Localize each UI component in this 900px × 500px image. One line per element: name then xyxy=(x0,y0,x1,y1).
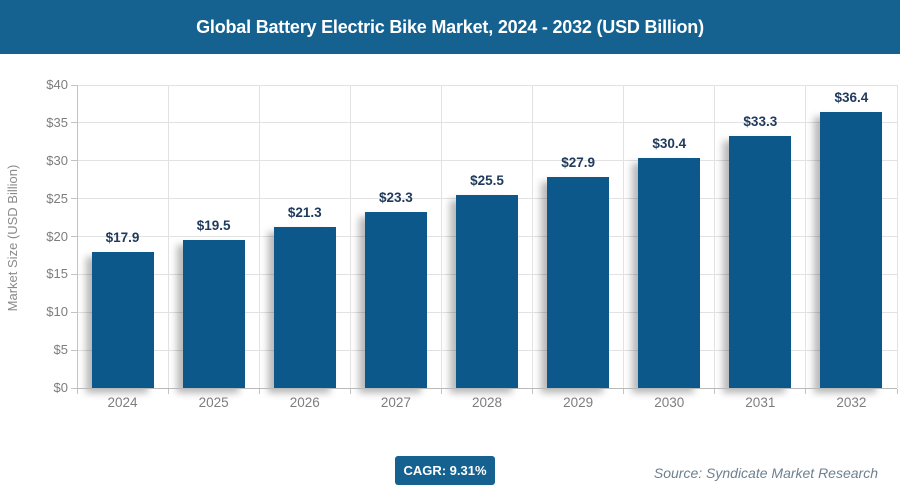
gridline-vertical xyxy=(532,85,534,388)
x-axis-label: 2028 xyxy=(471,395,503,410)
gridline-vertical xyxy=(714,85,716,388)
x-axis-label: 2032 xyxy=(836,395,867,410)
y-axis-tick xyxy=(71,349,77,351)
y-axis-tick xyxy=(71,160,77,162)
gridline-vertical xyxy=(805,85,807,388)
chart-title: Global Battery Electric Bike Market, 202… xyxy=(196,16,704,37)
x-axis-line xyxy=(77,388,897,389)
y-axis-line xyxy=(77,85,78,389)
y-axis-tick xyxy=(71,122,77,124)
gridline-vertical xyxy=(623,85,625,388)
x-axis-label: 2027 xyxy=(380,395,411,410)
gridline-vertical xyxy=(440,85,442,388)
bar-2026 xyxy=(273,226,336,388)
y-axis-tick xyxy=(71,273,77,275)
bar-2032 xyxy=(820,112,883,388)
bar-2024 xyxy=(91,252,154,388)
y-axis-tick-label: $20 xyxy=(46,228,68,244)
gridline-vertical xyxy=(167,85,169,388)
y-axis-tick-label: $5 xyxy=(53,342,68,358)
x-axis-label: 2025 xyxy=(198,395,229,410)
x-axis-tick xyxy=(167,389,169,394)
chart-title-bar: Global Battery Electric Bike Market, 202… xyxy=(0,0,900,54)
x-axis-tick xyxy=(805,389,807,394)
y-axis-tick xyxy=(71,198,77,200)
x-axis-tick xyxy=(896,389,898,394)
x-axis-label: 2031 xyxy=(745,395,776,410)
gridline-vertical xyxy=(896,85,898,388)
y-axis-tick xyxy=(71,311,77,313)
bar-value-label: $36.4 xyxy=(834,90,869,106)
y-axis-tick xyxy=(71,84,77,86)
y-axis-tick-label: $15 xyxy=(46,266,68,282)
bar-value-label: $27.9 xyxy=(561,154,595,170)
x-axis-label: 2026 xyxy=(289,395,320,410)
bar-2029 xyxy=(547,176,610,388)
x-axis-tick xyxy=(440,389,442,394)
gridline-vertical xyxy=(349,85,351,388)
bar-2025 xyxy=(182,240,245,388)
x-axis-label: 2030 xyxy=(654,395,685,410)
y-axis-tick-label: $10 xyxy=(46,304,68,320)
y-axis-tick-label: $40 xyxy=(46,77,68,92)
x-axis-tick xyxy=(623,389,625,394)
bar-value-label: $19.5 xyxy=(196,218,231,234)
gridline-horizontal xyxy=(77,84,897,86)
x-axis-tick xyxy=(258,389,260,394)
bar-2030 xyxy=(638,157,701,388)
gridline-horizontal xyxy=(77,160,897,162)
x-axis-tick xyxy=(532,389,534,394)
y-axis-tick-label: $35 xyxy=(46,114,68,130)
y-axis-tick-label: $30 xyxy=(46,152,68,168)
gridline-vertical xyxy=(258,85,260,388)
bar-value-label: $21.3 xyxy=(287,204,322,220)
cagr-badge: CAGR: 9.31% xyxy=(395,456,495,485)
x-axis-label: 2029 xyxy=(563,395,594,410)
bar-value-label: $23.3 xyxy=(378,189,413,205)
x-axis-label: 2024 xyxy=(107,395,138,410)
y-axis-tick xyxy=(71,236,77,237)
x-axis-tick xyxy=(349,389,351,394)
y-axis-tick-label: $25 xyxy=(46,190,68,206)
bar-2027 xyxy=(364,211,427,388)
bar-value-label: $17.9 xyxy=(105,230,140,246)
source-text: Source: Syndicate Market Research xyxy=(653,465,878,481)
bar-2031 xyxy=(729,135,792,388)
bar-value-label: $30.4 xyxy=(652,135,687,151)
y-axis-tick-label: $0 xyxy=(53,380,68,395)
x-axis-tick xyxy=(714,389,716,394)
bar-2028 xyxy=(456,194,518,388)
x-axis-tick xyxy=(76,389,78,394)
gridline-horizontal xyxy=(77,122,897,124)
y-axis-tick xyxy=(71,387,77,389)
bar-value-label: $25.5 xyxy=(470,172,504,188)
bar-value-label: $33.3 xyxy=(743,113,778,129)
